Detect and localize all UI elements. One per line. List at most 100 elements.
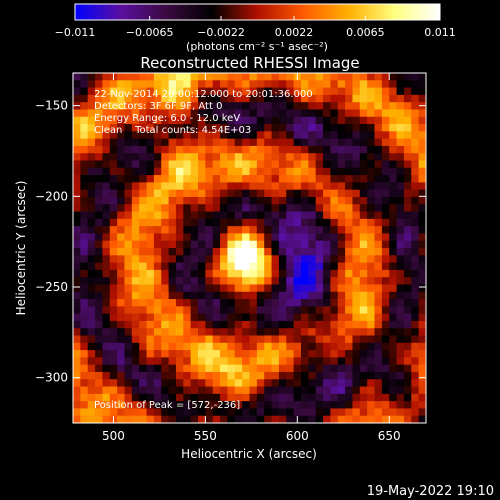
heatmap-cell: [264, 415, 273, 423]
heatmap-cell: [139, 204, 148, 213]
heatmap-cell: [242, 313, 251, 322]
heatmap-cell: [345, 306, 354, 315]
heatmap-cell: [205, 379, 214, 388]
heatmap-cell: [403, 131, 412, 140]
heatmap-cell: [315, 102, 324, 111]
heatmap-cell: [242, 124, 251, 132]
heatmap-cell: [381, 116, 390, 125]
heatmap-cell: [411, 328, 420, 337]
heatmap-cell: [396, 204, 405, 213]
heatmap-cell: [139, 248, 148, 256]
heatmap-cell: [139, 277, 148, 286]
heatmap-cell: [153, 167, 162, 176]
heatmap-cell: [300, 291, 309, 300]
heatmap-cell: [271, 408, 280, 417]
heatmap-cell: [323, 240, 331, 249]
heatmap-cell: [315, 124, 324, 132]
heatmap-cell: [131, 262, 140, 271]
heatmap-cell: [256, 94, 265, 103]
heatmap-cell: [168, 175, 177, 183]
heatmap-cell: [389, 116, 398, 125]
heatmap-cell: [175, 196, 184, 205]
heatmap-cell: [256, 371, 265, 380]
heatmap-cell: [249, 211, 258, 220]
heatmap-cell: [323, 204, 331, 213]
heatmap-cell: [418, 364, 426, 373]
heatmap-cell: [131, 160, 140, 169]
heatmap-cell: [381, 277, 390, 286]
heatmap-cell: [249, 386, 258, 395]
heatmap-cell: [389, 248, 398, 256]
heatmap-cell: [330, 371, 339, 380]
heatmap-cell: [131, 211, 140, 220]
heatmap-cell: [337, 277, 346, 286]
heatmap-cell: [352, 342, 361, 351]
heatmap-cell: [73, 211, 81, 220]
heatmap-cell: [212, 73, 221, 81]
heatmap-cell: [183, 401, 192, 410]
heatmap-cell: [411, 262, 420, 271]
heatmap-cell: [102, 408, 111, 417]
heatmap-cell: [418, 342, 426, 351]
heatmap-cell: [278, 87, 287, 96]
heatmap-cell: [411, 182, 420, 191]
heatmap-cell: [146, 182, 155, 191]
heatmap-cell: [183, 175, 192, 183]
heatmap-cell: [198, 218, 206, 227]
heatmap-cell: [124, 175, 133, 183]
heatmap-cell: [87, 269, 96, 278]
heatmap-cell: [190, 262, 199, 271]
heatmap-cell: [161, 269, 170, 278]
heatmap-cell: [367, 269, 376, 278]
heatmap-cell: [220, 94, 229, 103]
heatmap-cell: [139, 145, 148, 154]
heatmap-cell: [168, 291, 177, 300]
heatmap-cell: [146, 269, 155, 278]
heatmap-cell: [227, 160, 236, 169]
heatmap-cell: [256, 80, 265, 89]
heatmap-cell: [139, 335, 148, 344]
heatmap-cell: [389, 124, 398, 132]
heatmap-cell: [374, 379, 383, 388]
heatmap-cell: [234, 408, 243, 417]
heatmap-cell: [345, 313, 354, 322]
heatmap-cell: [80, 371, 89, 380]
heatmap-cell: [80, 248, 89, 256]
heatmap-cell: [249, 408, 258, 417]
heatmap-cell: [153, 109, 162, 118]
heatmap-cell: [131, 145, 140, 154]
heatmap-cell: [87, 196, 96, 205]
heatmap-cell: [278, 408, 287, 417]
heatmap-cell: [234, 116, 243, 125]
heatmap-cell: [73, 204, 81, 213]
heatmap-cell: [403, 299, 412, 307]
heatmap-cell: [205, 386, 214, 395]
heatmap-cell: [308, 386, 317, 395]
heatmap-cell: [117, 277, 126, 286]
heatmap-cell: [389, 204, 398, 213]
heatmap-cell: [146, 131, 155, 140]
heatmap-cell: [198, 102, 206, 111]
heatmap-cell: [117, 328, 126, 337]
heatmap-cell: [249, 131, 258, 140]
heatmap-cell: [139, 138, 148, 147]
heatmap-cell: [330, 408, 339, 417]
heatmap-cell: [146, 313, 155, 322]
heatmap-cell: [418, 131, 426, 140]
heatmap-cell: [374, 364, 383, 373]
heatmap-cell: [286, 204, 295, 213]
heatmap-cell: [242, 87, 251, 96]
heatmap-cell: [234, 167, 243, 176]
heatmap-cell: [220, 262, 229, 271]
heatmap-cell: [183, 153, 192, 162]
heatmap-cell: [278, 350, 287, 358]
heatmap-cell: [146, 189, 155, 198]
heatmap-cell: [256, 153, 265, 162]
heatmap-cell: [161, 196, 170, 205]
heatmap-cell: [198, 313, 206, 322]
heatmap-cell: [330, 153, 339, 162]
heatmap-cell: [315, 204, 324, 213]
heatmap-cell: [175, 182, 184, 191]
heatmap-cell: [256, 240, 265, 249]
heatmap-cell: [345, 182, 354, 191]
